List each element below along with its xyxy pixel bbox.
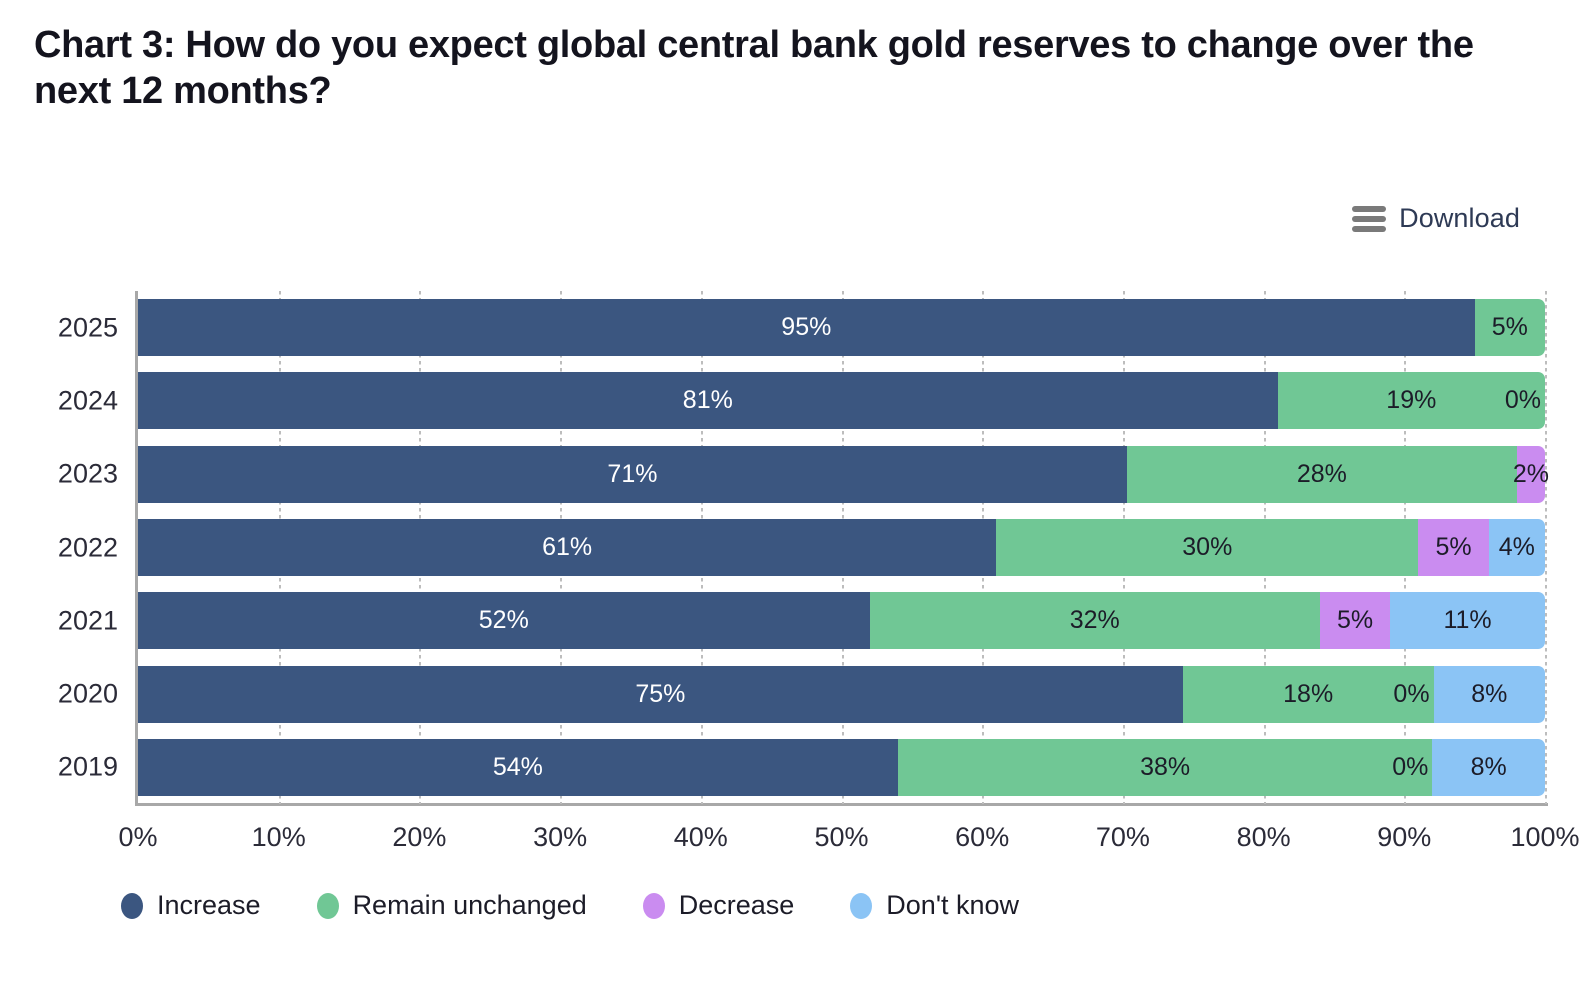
bar-segment-remain-unchanged[interactable]: 30% bbox=[996, 519, 1419, 576]
legend-item-increase[interactable]: Increase bbox=[121, 890, 261, 921]
bar-segment-increase[interactable]: 75% bbox=[138, 665, 1183, 723]
bar-segment-decrease[interactable]: 5% bbox=[1418, 519, 1489, 576]
legend-item-label: Don't know bbox=[886, 890, 1020, 920]
bar-row: 2021 52% 32% 5% 11% bbox=[58, 592, 1545, 650]
legend-swatch-icon bbox=[316, 892, 339, 919]
bar-segment-value-label: 5% bbox=[1435, 533, 1472, 561]
x-axis-tick-label: 20% bbox=[392, 822, 447, 852]
x-axis-tick-label: 90% bbox=[1377, 822, 1432, 852]
bar-segment-don-t-know[interactable]: 8% bbox=[1433, 665, 1545, 723]
bar-segment-value-label: 28% bbox=[1296, 459, 1347, 488]
y-axis-spine bbox=[135, 291, 138, 806]
bar-row: 2024 81% 19% 0% bbox=[58, 372, 1545, 430]
bar-segment-value-label: 71% bbox=[607, 459, 658, 488]
bar-segment-value-label: 19% bbox=[1386, 386, 1437, 415]
bar-segment-value-label: 11% bbox=[1443, 606, 1492, 635]
bar-segment-value-label: 61% bbox=[542, 533, 593, 561]
bar-segment-remain-unchanged[interactable]: 18% bbox=[1182, 665, 1434, 723]
bar-segment-value-label: 95% bbox=[781, 313, 832, 342]
x-axis-tick-label: 40% bbox=[673, 822, 728, 852]
bar-segment-remain-unchanged[interactable]: 28% bbox=[1126, 445, 1517, 503]
bar-segment-value-label: 8% bbox=[1470, 752, 1507, 781]
gridline-100 bbox=[1545, 291, 1547, 804]
y-axis-category-label: 2023 bbox=[57, 458, 118, 489]
bar-segment-increase[interactable]: 54% bbox=[138, 738, 898, 796]
bar-segment-value-label: 81% bbox=[682, 386, 733, 415]
bar-segment-decrease[interactable]: 2% bbox=[1513, 445, 1549, 503]
bar-segment-value-label: 5% bbox=[1491, 313, 1528, 342]
x-axis-tick-label: 0% bbox=[118, 822, 158, 852]
bar-segment-increase[interactable]: 52% bbox=[138, 592, 870, 650]
y-axis-category-label: 2025 bbox=[57, 312, 118, 343]
legend-swatch-icon bbox=[642, 892, 665, 919]
plot-area: 2025 95% 5% 2024 81% 19% 0% 2023 71% 28% 2% 2022 61%… bbox=[58, 291, 1549, 804]
x-axis-tick-label: 30% bbox=[533, 822, 588, 852]
hamburger-menu-icon bbox=[1352, 205, 1387, 232]
bar-segment-don-t-know[interactable]: 11% bbox=[1390, 592, 1545, 650]
bar-segment-remain-unchanged[interactable]: 38% bbox=[897, 738, 1433, 796]
bar-segment-value-label: 8% bbox=[1471, 679, 1508, 708]
y-axis-category-label: 2022 bbox=[57, 532, 118, 562]
chart-legend: Increase Remain unchanged Decrease Don't kn… bbox=[121, 890, 1019, 921]
bar-segment-decrease[interactable]: 5% bbox=[1319, 592, 1391, 650]
legend-item-label: Increase bbox=[157, 890, 261, 920]
x-axis-tick-label: 80% bbox=[1236, 822, 1291, 852]
bar-segment-increase[interactable]: 95% bbox=[138, 299, 1475, 357]
bar-segment-remain-unchanged[interactable]: 19% bbox=[1277, 372, 1545, 430]
download-button-label: Download bbox=[1399, 203, 1520, 233]
bar-segment-increase[interactable]: 71% bbox=[138, 445, 1127, 503]
y-axis-category-label: 2021 bbox=[57, 605, 118, 636]
legend-swatch-icon bbox=[850, 892, 873, 919]
x-axis-tick-label: 100% bbox=[1510, 822, 1580, 852]
x-axis-tick-label: 50% bbox=[814, 822, 869, 852]
legend-item-decrease[interactable]: Decrease bbox=[642, 890, 795, 921]
bar-segment-don-t-know[interactable]: 8% bbox=[1432, 738, 1545, 796]
bar-row: 2020 75% 18% 0% 8% bbox=[58, 665, 1545, 723]
bar-segment-don-t-know[interactable]: 4% bbox=[1488, 519, 1545, 576]
bar-row: 2022 61% 30% 5% 4% bbox=[58, 519, 1545, 576]
bar-segment-increase[interactable]: 61% bbox=[138, 519, 997, 576]
legend-item-don-t-know[interactable]: Don't know bbox=[850, 890, 1019, 921]
bar-segment-value-label: 30% bbox=[1182, 533, 1233, 561]
bar-segment-value-label: 52% bbox=[478, 606, 529, 635]
bar-segment-value-label: 75% bbox=[635, 679, 686, 708]
legend-item-label: Remain unchanged bbox=[352, 890, 587, 920]
x-axis-tick-label: 70% bbox=[1095, 822, 1150, 852]
bar-segment-value-label: 38% bbox=[1140, 752, 1191, 781]
legend-item-label: Decrease bbox=[678, 890, 795, 920]
x-axis-tick-label: 10% bbox=[251, 822, 306, 852]
bar-segment-value-label: 5% bbox=[1336, 606, 1374, 635]
bar-segment-increase[interactable]: 81% bbox=[138, 372, 1278, 430]
y-axis-category-label: 2020 bbox=[57, 678, 118, 709]
bar-segment-value-label: 18% bbox=[1283, 679, 1334, 708]
x-axis-tick-label: 60% bbox=[955, 822, 1010, 852]
bar-segment-value-label: 32% bbox=[1069, 606, 1120, 635]
bar-segment-remain-unchanged[interactable]: 5% bbox=[1474, 299, 1545, 357]
bar-row: 2023 71% 28% 2% bbox=[58, 445, 1549, 503]
bar-segment-remain-unchanged[interactable]: 32% bbox=[869, 592, 1320, 650]
download-button[interactable]: Download bbox=[1352, 203, 1520, 234]
bar-row: 2019 54% 38% 0% 8% bbox=[58, 738, 1545, 796]
bar-segment-value-label: 54% bbox=[492, 752, 543, 781]
legend-item-remain-unchanged[interactable]: Remain unchanged bbox=[316, 890, 587, 921]
y-axis-category-label: 2024 bbox=[57, 385, 118, 416]
y-axis-category-label: 2019 bbox=[57, 751, 118, 782]
bar-row: 2025 95% 5% bbox=[58, 299, 1545, 357]
bar-segment-value-label: 4% bbox=[1498, 533, 1535, 561]
bar-segment-value-label: 2% bbox=[1512, 459, 1550, 488]
legend-swatch-icon bbox=[121, 892, 143, 919]
x-axis-tick-labels: 0% 10% 20% 30% 40% 50% 60% 70% 80% 90% 100% bbox=[118, 822, 1579, 862]
page-title: Chart 3: How do you expect global centra… bbox=[34, 24, 1474, 113]
x-axis-spine bbox=[135, 803, 1548, 806]
